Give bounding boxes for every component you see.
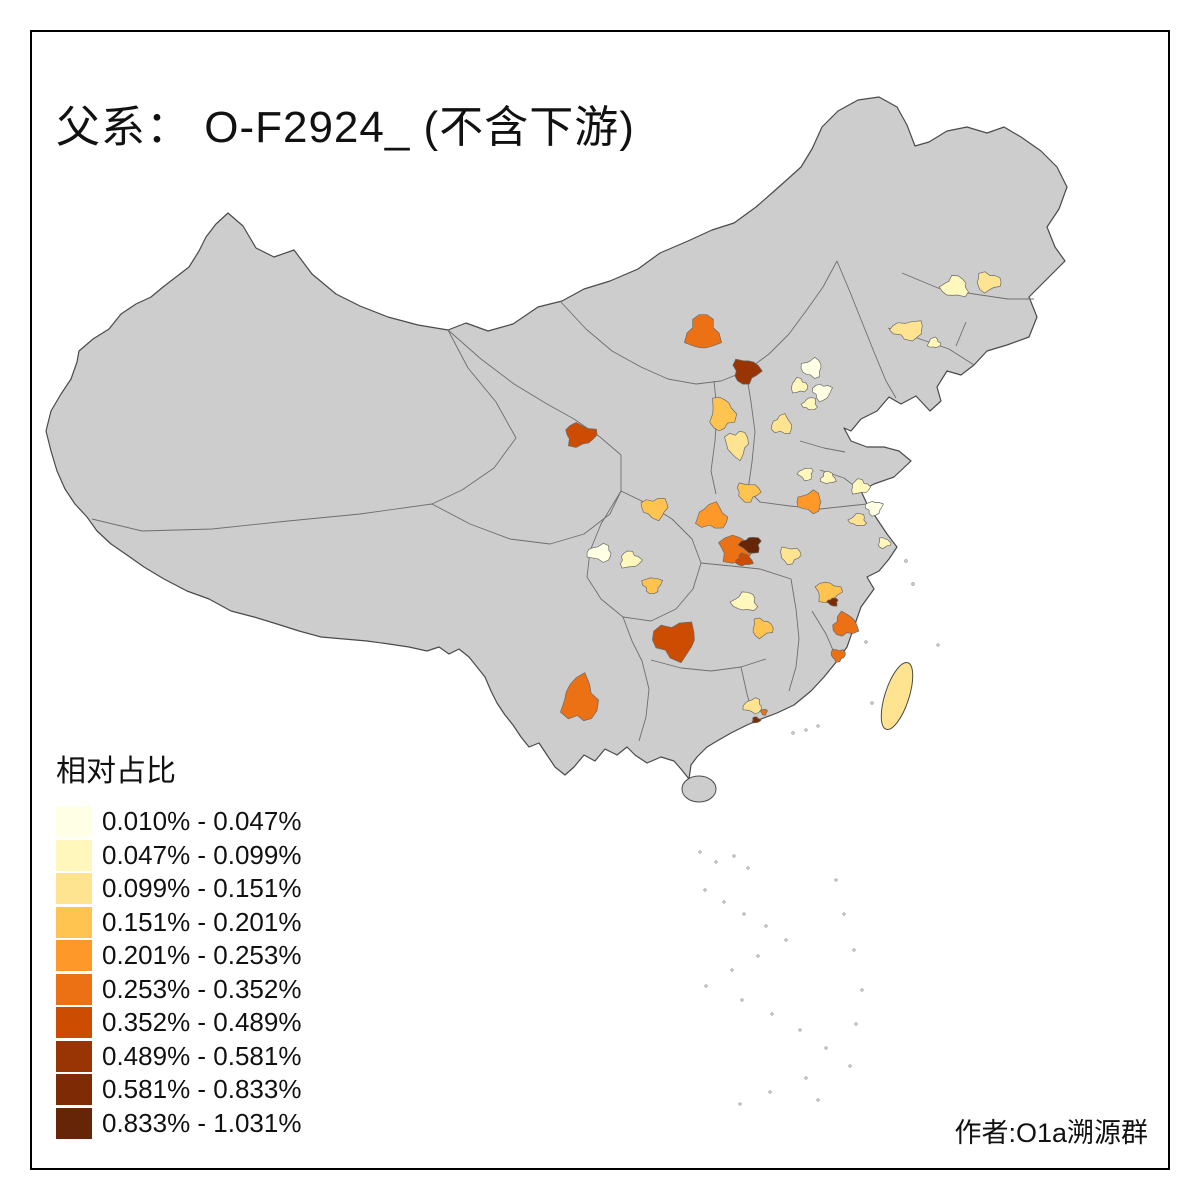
page-title: 父系： O-F2924_ (不含下游) (56, 103, 635, 153)
map-region (586, 542, 612, 563)
map-region (847, 513, 868, 526)
island-specks (698, 559, 940, 1106)
legend-swatch (56, 906, 92, 938)
map-region (565, 422, 598, 448)
map-region (819, 470, 837, 484)
map-region (742, 697, 762, 715)
border-line (622, 616, 650, 742)
legend-label: 0.253% - 0.352% (102, 973, 302, 1004)
map-region (796, 489, 822, 515)
legend-label: 0.047% - 0.099% (102, 839, 302, 870)
legend-label: 0.201% - 0.253% (102, 940, 302, 971)
legend-rows: 0.010% - 0.047% 0.047% - 0.099% 0.099% - 0… (56, 806, 301, 1139)
border-line (799, 440, 846, 453)
islands (681, 559, 940, 1106)
legend-row: 0.253% - 0.352% (56, 973, 302, 1006)
border-line (650, 658, 767, 672)
legend-swatch (56, 1074, 92, 1106)
map-region (560, 672, 599, 722)
border-line (836, 260, 897, 399)
map-region (724, 430, 749, 462)
legend-row: 0.010% - 0.047% (56, 806, 301, 838)
map-region (735, 552, 755, 567)
legend-row: 0.047% - 0.099% (56, 839, 302, 872)
legend-label: 0.352% - 0.489% (102, 1007, 302, 1038)
map-region (800, 397, 818, 411)
taiwan-island (880, 662, 914, 730)
map-region (729, 591, 759, 611)
map-region (771, 413, 793, 435)
map-region (640, 497, 669, 522)
border-line (91, 503, 433, 532)
legend-row: 0.833% - 1.031% (56, 1107, 302, 1140)
map-region (976, 271, 1002, 294)
legend-swatch (56, 873, 92, 905)
legend-label: 0.833% - 1.031% (102, 1107, 302, 1138)
map-region (736, 482, 762, 503)
map-region (752, 617, 774, 640)
map-region (826, 597, 839, 607)
map-region (683, 314, 723, 349)
legend-swatch (56, 839, 92, 871)
hainan-island (681, 775, 717, 803)
legend-swatch (56, 1040, 92, 1072)
border-line (745, 370, 756, 491)
legend-row: 0.352% - 0.489% (56, 1007, 301, 1039)
border-line (447, 329, 622, 491)
map-region (751, 716, 762, 724)
map-region (832, 610, 860, 637)
legend-row: 0.581% - 0.833% (56, 1074, 301, 1106)
map-region (800, 356, 822, 379)
map-region (830, 648, 846, 663)
legend-label: 0.099% - 0.151% (102, 873, 302, 904)
legend-swatch (56, 940, 92, 972)
map-region (709, 396, 738, 432)
legend-row: 0.201% - 0.253% (56, 940, 301, 972)
map-region (877, 537, 892, 550)
border-line (788, 578, 800, 692)
map-region (652, 621, 695, 664)
map-region (695, 501, 729, 529)
map-region (760, 708, 768, 716)
legend: 相对占比 0.010% - 0.047% 0.047% - 0.099% 0.099… (56, 746, 301, 1141)
legend-swatch (56, 973, 92, 1005)
border-line (901, 272, 1034, 300)
mainland (45, 96, 1068, 780)
map-region (780, 546, 802, 565)
china-outline (45, 96, 1068, 780)
map-region (641, 577, 664, 595)
author-credit: 作者:O1a溯源群 (954, 1118, 1148, 1148)
legend-swatch (56, 806, 92, 838)
border-line (700, 562, 792, 580)
legend-title: 相对占比 (56, 755, 176, 788)
map-region (889, 320, 923, 342)
legend-label: 0.151% - 0.201% (102, 906, 302, 937)
legend-row: 0.489% - 0.581% (56, 1040, 302, 1073)
border-line (955, 321, 967, 347)
legend-row: 0.151% - 0.201% (56, 906, 302, 939)
border-line (431, 329, 517, 505)
map-region (620, 550, 644, 569)
map-region (864, 501, 884, 517)
map-region (791, 376, 809, 394)
border-line (559, 260, 838, 385)
map-region (926, 336, 942, 349)
legend-label: 0.489% - 0.581% (102, 1040, 302, 1071)
map-region (737, 536, 762, 554)
legend-swatch (56, 1107, 92, 1139)
border-line (431, 490, 622, 545)
map-region (796, 467, 814, 481)
legend-label: 0.010% - 0.047% (102, 806, 302, 837)
map-region (732, 358, 763, 385)
regions-layer (560, 271, 1002, 724)
legend-swatch (56, 1007, 92, 1039)
legend-row: 0.099% - 0.151% (56, 873, 301, 905)
legend-label: 0.581% - 0.833% (102, 1074, 302, 1105)
map-region (938, 275, 969, 298)
map-region (812, 383, 833, 403)
map-region (851, 478, 872, 495)
